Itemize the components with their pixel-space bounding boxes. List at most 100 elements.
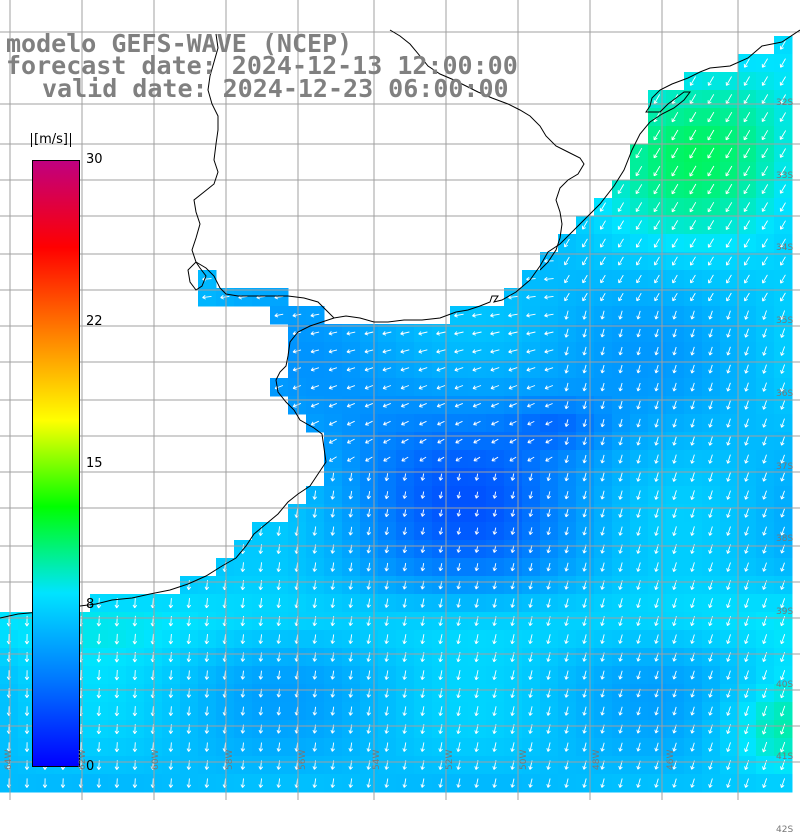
- wind-arrow: [654, 634, 659, 644]
- wind-arrow: [707, 111, 715, 123]
- wind-arrow: [564, 598, 569, 608]
- wind-arrow: [527, 438, 535, 444]
- wind-arrow: [761, 76, 768, 86]
- wind-arrow: [508, 295, 518, 300]
- wind-arrow: [780, 778, 786, 788]
- wind-arrow: [582, 526, 587, 536]
- wind-arrow: [474, 527, 480, 535]
- wind-arrow: [454, 367, 464, 372]
- wind-arrow: [600, 274, 606, 284]
- wind-arrow: [725, 165, 733, 177]
- wind-arrow: [743, 165, 751, 177]
- wind-arrow: [654, 706, 659, 716]
- wind-arrow: [526, 385, 536, 390]
- wind-arrow: [762, 526, 767, 536]
- wind-arrow: [582, 706, 587, 716]
- wind-arrow: [672, 598, 677, 609]
- wind-arrow: [726, 400, 731, 410]
- wind-arrow: [240, 742, 246, 752]
- wind-arrow: [473, 438, 481, 444]
- longitude-label: 54W: [371, 749, 382, 770]
- wind-arrow: [744, 418, 749, 428]
- wind-arrow: [689, 256, 696, 266]
- wind-arrow: [528, 598, 533, 608]
- wind-arrow: [564, 328, 569, 338]
- colorbar-tick-label: 15: [86, 455, 103, 471]
- wind-arrow: [528, 509, 534, 517]
- wind-arrow: [779, 705, 786, 717]
- wind-arrow: [600, 508, 605, 518]
- wind-arrow: [438, 778, 443, 788]
- colorbar-tick-label: 0: [86, 759, 95, 774]
- wind-arrow: [400, 402, 409, 408]
- wind-arrow: [328, 331, 338, 336]
- wind-arrow: [490, 402, 499, 408]
- wind-arrow: [168, 670, 174, 680]
- latitude-label: 33S: [776, 170, 794, 181]
- wind-arrow: [168, 598, 174, 609]
- wind-arrow: [618, 256, 624, 266]
- wind-arrow: [456, 545, 462, 553]
- wind-arrow: [635, 220, 642, 230]
- wind-arrow: [384, 670, 389, 680]
- wind-arrow: [690, 328, 695, 338]
- wind-arrow: [492, 563, 497, 572]
- wind-arrow: [546, 706, 551, 716]
- wind-arrow: [653, 220, 661, 230]
- wind-arrow: [726, 310, 731, 320]
- wind-arrow: [636, 526, 641, 536]
- wind-arrow: [726, 346, 731, 356]
- wind-arrow: [384, 634, 389, 644]
- wind-arrow: [636, 346, 641, 356]
- wind-arrow: [492, 509, 498, 517]
- wind-arrow: [132, 670, 138, 681]
- wind-arrow: [510, 473, 516, 481]
- wind-arrow: [312, 742, 317, 752]
- wind-arrow: [654, 598, 659, 609]
- wind-arrow: [438, 491, 444, 499]
- wind-arrow: [544, 295, 554, 300]
- wind-arrow: [382, 367, 392, 372]
- wind-arrow: [328, 385, 338, 390]
- model-title: modelo GEFS-WAVE (NCEP): [6, 29, 353, 58]
- wind-arrow: [708, 634, 713, 644]
- wind-arrow: [635, 165, 643, 177]
- wind-arrow: [400, 367, 410, 372]
- wind-arrow: [276, 598, 281, 609]
- wind-arrow: [346, 367, 356, 372]
- wind-arrow: [744, 526, 749, 536]
- wind-arrow: [346, 420, 355, 426]
- wind-arrow: [780, 526, 785, 536]
- wind-arrow: [348, 598, 353, 608]
- wind-arrow: [654, 742, 659, 752]
- wind-arrow: [672, 436, 677, 446]
- wind-arrow: [600, 490, 605, 500]
- wind-arrow: [330, 706, 335, 716]
- wind-arrow: [690, 418, 695, 428]
- wind-arrow: [762, 364, 767, 374]
- wind-arrow: [114, 633, 120, 645]
- wind-arrow: [744, 364, 749, 374]
- wind-arrow: [690, 400, 695, 410]
- wind-arrow: [707, 129, 715, 141]
- wind-arrow: [564, 437, 569, 446]
- wind-arrow: [132, 706, 138, 717]
- wind-arrow: [312, 670, 318, 680]
- wind-arrow: [454, 402, 463, 408]
- wind-arrow: [672, 706, 677, 716]
- wind-arrow: [599, 220, 606, 230]
- wind-arrow: [779, 202, 786, 212]
- wind-arrow: [366, 508, 372, 518]
- wind-arrow: [618, 364, 623, 374]
- wind-arrow: [636, 508, 641, 518]
- wind-arrow: [438, 706, 443, 717]
- wind-arrow: [456, 563, 462, 572]
- wind-arrow: [436, 385, 446, 390]
- wind-arrow: [780, 472, 785, 482]
- wind-arrow: [436, 349, 446, 354]
- wind-arrow: [780, 634, 786, 645]
- wind-arrow: [420, 491, 426, 499]
- wind-arrow: [491, 456, 499, 462]
- colorbar: [32, 160, 80, 767]
- wind-arrow: [509, 456, 517, 462]
